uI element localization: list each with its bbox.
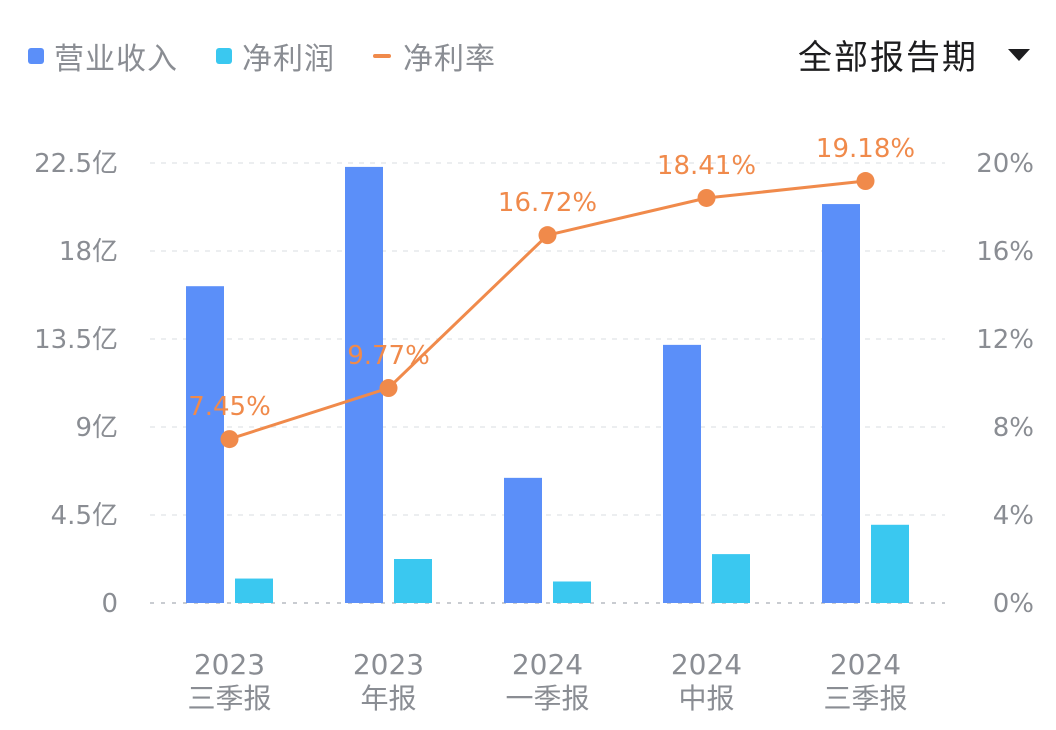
- y-left-tick-label: 9亿: [75, 413, 118, 443]
- x-tick-label-year: 2023: [194, 648, 265, 681]
- point-net-margin: [379, 379, 398, 398]
- y-right-tick-label: 8%: [993, 413, 1034, 443]
- bar-net-profit: [235, 578, 273, 603]
- y-right-tick-label: 4%: [993, 501, 1034, 531]
- period-selector[interactable]: 全部报告期: [798, 30, 1030, 79]
- legend-swatch-net-margin: [373, 54, 391, 58]
- bar-net-profit: [553, 581, 591, 603]
- y-right-tick-label: 0%: [993, 589, 1034, 619]
- y-left-tick-label: 4.5亿: [51, 501, 118, 531]
- bar-net-profit: [712, 554, 750, 603]
- x-tick-label-period: 一季报: [505, 682, 589, 715]
- bar-net-profit: [871, 524, 909, 603]
- data-label-net-margin: 9.77%: [347, 341, 430, 371]
- x-tick-label-year: 2024: [671, 648, 742, 681]
- y-left-tick-label: 18亿: [59, 237, 118, 267]
- y-left-tick-label: 13.5亿: [34, 325, 118, 355]
- x-tick-label-year: 2024: [830, 648, 901, 681]
- x-tick-label-period: 三季报: [187, 682, 271, 715]
- y-right-tick-label: 16%: [976, 237, 1034, 267]
- point-net-margin: [697, 188, 716, 207]
- point-net-margin: [538, 226, 557, 245]
- legend-item-revenue[interactable]: 营业收入: [28, 34, 178, 78]
- bar-revenue: [504, 477, 542, 603]
- bar-revenue: [345, 166, 383, 603]
- data-label-net-margin: 7.45%: [188, 392, 271, 422]
- y-right-tick-label: 12%: [976, 325, 1034, 355]
- data-label-net-margin: 19.18%: [816, 134, 915, 164]
- data-label-net-margin: 18.41%: [657, 151, 756, 181]
- legend-label-net-margin: 净利率: [403, 42, 496, 77]
- bar-net-profit: [394, 559, 432, 603]
- bar-revenue: [663, 344, 701, 603]
- data-label-net-margin: 16.72%: [498, 188, 597, 218]
- chart-legend: 营业收入 净利润 净利率: [28, 34, 534, 78]
- legend-swatch-revenue: [28, 48, 44, 64]
- y-right-tick-label: 20%: [976, 149, 1034, 179]
- caret-down-icon: [1008, 48, 1030, 61]
- point-net-margin: [220, 430, 239, 449]
- legend-swatch-net-profit: [216, 48, 232, 64]
- x-tick-label-year: 2024: [512, 648, 583, 681]
- x-tick-label-period: 年报: [360, 682, 416, 715]
- y-left-tick-label: 22.5亿: [34, 149, 118, 179]
- y-left-tick-label: 0: [101, 589, 118, 619]
- x-tick-label-period: 中报: [678, 682, 734, 715]
- legend-label-revenue: 营业收入: [54, 42, 178, 77]
- bar-revenue: [822, 204, 860, 604]
- x-tick-label-year: 2023: [353, 648, 424, 681]
- legend-item-net-profit[interactable]: 净利润: [216, 34, 335, 78]
- bar-revenue: [186, 286, 224, 603]
- point-net-margin: [856, 172, 875, 191]
- legend-label-net-profit: 净利润: [242, 42, 335, 77]
- legend-item-net-margin[interactable]: 净利率: [373, 34, 496, 78]
- x-tick-label-period: 三季报: [823, 682, 907, 715]
- period-selector-label: 全部报告期: [798, 38, 978, 78]
- line-net-margin: [229, 179, 866, 441]
